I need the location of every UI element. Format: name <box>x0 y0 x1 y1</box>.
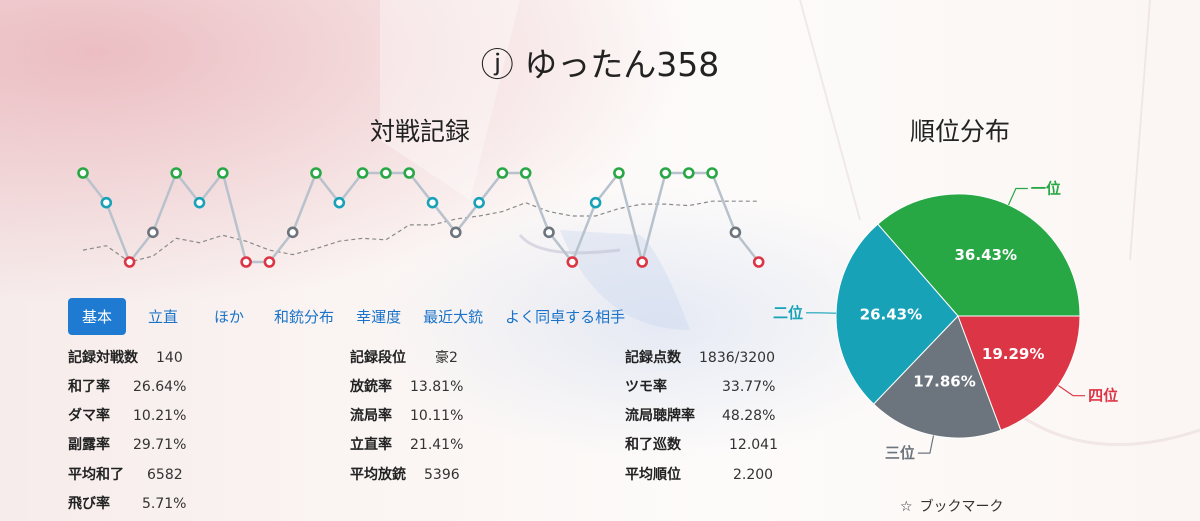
placement-point <box>613 167 625 179</box>
placement-point <box>682 167 695 179</box>
placement-point <box>449 226 462 239</box>
placement-point <box>240 256 252 268</box>
stat-avg-win: 平均和了 6582 <box>68 467 183 483</box>
placement-point <box>100 196 113 209</box>
average-rank-trend-line <box>82 200 759 263</box>
pie-category-label: 四位 <box>1088 387 1118 405</box>
pie-leader-line <box>1057 385 1086 397</box>
placement-point <box>263 256 276 268</box>
tab-riichi[interactable]: 立直 <box>148 307 179 326</box>
placement-point <box>752 256 765 268</box>
placement-point <box>659 167 672 179</box>
placement-point <box>706 167 718 179</box>
rank-distribution-chart: 36.43% 一位 26.43% 二位 17.86% 三位 19.29% 四位 <box>773 180 1118 463</box>
placement-point <box>519 167 532 179</box>
placement-point <box>636 256 649 268</box>
pie-data-label: 17.86% <box>913 373 975 391</box>
pie-category-label: 二位 <box>773 304 803 322</box>
placement-point <box>286 226 299 239</box>
bookmark-button[interactable]: ☆ ブックマーク <box>900 496 1004 516</box>
placement-point <box>426 196 439 209</box>
stat-bust-rate: 飛び率 5.71% <box>68 496 187 512</box>
placement-point <box>729 226 742 239</box>
star-outline-icon: ☆ <box>900 499 913 515</box>
stat-record-games: 記録対戦数 140 <box>68 350 183 366</box>
tab-other[interactable]: ほか <box>214 307 245 326</box>
pie-slice <box>835 223 959 405</box>
placement-line <box>82 170 760 267</box>
placement-point <box>356 167 369 179</box>
placement-point <box>123 256 136 268</box>
stat-avg-placement: 平均順位 2.200 <box>625 467 774 483</box>
tab-recent-big-deal-in[interactable]: 最近大銃 <box>423 307 484 326</box>
placement-point <box>217 167 229 179</box>
stats-tabs: 基本 立直 ほか 和銃分布 幸運度 最近大銃 よく同卓する相手 <box>68 297 625 335</box>
stat-avg-deal-in: 平均放銃 5396 <box>350 467 460 483</box>
pie-leader-line <box>1007 187 1028 206</box>
bookmark-label: ブックマーク <box>919 499 1004 515</box>
placement-point <box>403 167 416 179</box>
stat-draw-rate: 流局率 10.11% <box>350 408 464 424</box>
placement-point <box>333 196 346 209</box>
distribution-section-title: 順位分布 <box>909 117 1010 146</box>
placement-point <box>566 256 579 268</box>
tab-basic[interactable]: 基本 <box>68 297 127 335</box>
pie-slice <box>957 315 1081 431</box>
stat-draw-tenpai-rate: 流局聴牌率 48.28% <box>625 408 776 424</box>
player-name-title: ⓙ ゆったん358 <box>480 45 720 84</box>
stat-win-rate: 和了率 26.64% <box>68 379 187 395</box>
pie-category-label: 一位 <box>1031 180 1061 198</box>
record-section-title: 対戦記録 <box>369 117 470 146</box>
stat-dama-rate: ダマ率 10.21% <box>68 408 187 424</box>
placement-point <box>589 196 602 209</box>
placement-point <box>310 167 322 179</box>
stat-record-points: 記録点数 1836/3200 <box>625 350 775 366</box>
placement-point <box>77 167 89 179</box>
placement-point <box>380 167 392 179</box>
stat-win-turns: 和了巡数 12.041 <box>625 437 778 453</box>
placement-point <box>193 196 206 209</box>
placement-point <box>147 226 159 239</box>
placement-point <box>473 196 485 209</box>
pie-data-label: 19.29% <box>982 345 1044 363</box>
pie-data-label: 26.43% <box>860 305 922 323</box>
pie-data-label: 36.43% <box>955 246 1017 264</box>
stat-riichi-rate: 立直率 21.41% <box>350 437 464 453</box>
pie-slice <box>877 193 1081 317</box>
stat-tsumo-rate: ツモ率 33.77% <box>625 379 776 395</box>
stat-deal-in-rate: 放銃率 13.81% <box>350 379 464 395</box>
placement-point <box>496 167 509 179</box>
pie-category-label: 三位 <box>885 444 915 462</box>
placement-point <box>543 226 555 239</box>
tab-frequent-opponents[interactable]: よく同卓する相手 <box>505 307 626 326</box>
tab-win-deal-distribution[interactable]: 和銃分布 <box>274 307 335 326</box>
stat-call-rate: 副露率 29.71% <box>68 437 187 453</box>
pie-leader-line <box>917 435 935 454</box>
tab-luck[interactable]: 幸運度 <box>356 307 402 326</box>
placement-point <box>170 167 182 179</box>
match-record-chart <box>77 167 765 268</box>
stat-record-rank: 記録段位 豪2 <box>350 350 458 366</box>
